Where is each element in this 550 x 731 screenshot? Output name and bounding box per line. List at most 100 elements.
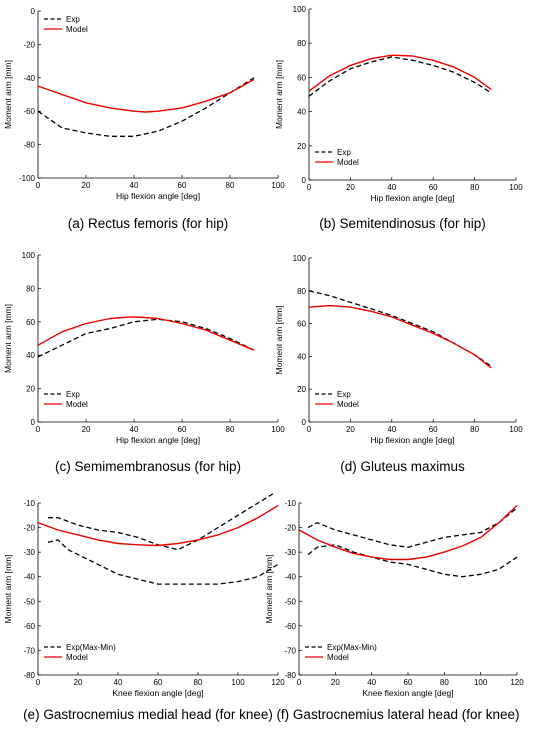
x-tick-label: 100 [231,678,245,687]
y-tick-label: -70 [23,646,35,655]
x-tick-label: 120 [510,678,524,687]
y-axis-title: Moment arm [mm] [3,304,13,373]
y-tick-label: 0 [31,7,36,16]
x-tick-label: 100 [474,678,488,687]
exp-series-line [308,290,492,367]
y-tick-label: -50 [23,597,35,606]
legend-label: Exp [337,390,351,399]
x-tick-label: 40 [367,678,376,687]
exp-series-line [307,544,518,578]
y-tick-label: 80 [26,284,35,293]
x-tick-label: 100 [271,425,285,434]
x-tick-label: 80 [470,425,479,434]
y-tick-label: -70 [284,646,296,655]
y-tick-label: 60 [26,318,35,327]
chart-panel-3: 0 20 40 60 80 100 0 20 40 60 80 100 Hip flexion angl… [274,254,523,474]
y-tick-label: 20 [297,142,306,151]
panel-caption: (d) Gluteus maximus [340,459,465,474]
model-series-line [37,504,279,547]
y-axis-title: Moment arm [mm] [274,60,284,129]
x-tick-label: 40 [114,678,123,687]
chart-panel-5: 0 20 40 60 80 100 120-80-70-60-50-40-30-20-10K… [264,499,524,722]
model-series-line [37,316,255,351]
y-tick-label: 60 [297,73,306,82]
model-series-line [37,78,255,113]
legend-label: Exp(Max-Min) [327,643,377,652]
y-tick-label: 0 [302,418,307,427]
model-series-line [298,504,518,561]
x-tick-label: 40 [130,181,139,190]
exp-series-line [48,492,275,551]
legend-label: Exp [66,15,80,24]
exp-series-line [47,539,279,585]
y-tick-label: -60 [23,622,35,631]
y-tick-label: -40 [23,573,35,582]
x-tick-label: 80 [470,183,479,192]
x-tick-label: 40 [130,425,139,434]
y-tick-label: 100 [293,5,307,14]
exp-series-line [37,77,255,137]
x-tick-label: 80 [194,678,203,687]
y-tick-label: -50 [284,597,296,606]
x-tick-label: 0 [36,678,41,687]
x-axis-title: Hip flexion angle [deg] [370,435,454,445]
y-tick-label: 80 [297,287,306,296]
chart-panel-4: 0 20 40 60 80 100 120 -80 -70 -60 -50 -40 -30 -20 -10 K… [3,492,285,722]
exp-series-line [37,318,255,358]
y-tick-label: -20 [284,524,296,533]
x-tick-label: 100 [509,425,523,434]
chart-panel-0: 0 20 40 60 80 100 -100 -80 -60 -40 -20 0 Hip flexion… [3,7,285,231]
y-tick-label: -80 [23,141,35,150]
x-axis-title: Hip flexion angle [deg] [116,191,200,201]
model-series-line [308,54,492,92]
y-axis-title: Moment arm [mm] [264,555,274,624]
y-tick-label: -80 [23,671,35,680]
y-tick-label: -40 [23,74,35,83]
y-tick-label: -10 [284,499,296,508]
x-tick-label: 80 [226,425,235,434]
y-tick-label: -60 [23,107,35,116]
x-tick-label: 60 [178,181,187,190]
x-tick-label: 60 [178,425,187,434]
panel-caption: (a) Rectus femoris (for hip) [68,216,229,231]
legend-label: Model [66,653,88,662]
legend-label: Model [337,158,359,167]
y-tick-label: -60 [284,622,296,631]
y-axis-title: Moment arm [mm] [274,306,284,375]
x-tick-label: 60 [429,425,438,434]
y-tick-label: 100 [22,251,36,260]
y-tick-label: 40 [26,351,35,360]
x-tick-label: 0 [307,183,312,192]
x-tick-label: 0 [297,678,302,687]
legend-label: Model [66,400,88,409]
x-axis-title: Hip flexion angle [deg] [370,193,454,203]
y-tick-label: -20 [23,524,35,533]
chart-panel-1: 0 20 40 60 80 100 0 20 40 60 80 100 Hip flexion angl… [274,5,523,231]
y-tick-label: 0 [302,176,307,185]
x-tick-label: 20 [74,678,83,687]
x-tick-label: 60 [154,678,163,687]
exp-series-line [307,507,518,548]
x-tick-label: 60 [404,678,413,687]
legend-label: Exp [66,390,80,399]
y-tick-label: -100 [19,174,36,183]
x-tick-label: 60 [429,183,438,192]
x-tick-label: 40 [387,183,396,192]
x-tick-label: 100 [509,183,523,192]
x-tick-label: 0 [36,181,41,190]
y-tick-label: 60 [297,320,306,329]
y-tick-label: -80 [284,671,296,680]
panel-caption: (f) Gastrocnemius lateral head (for knee… [276,707,519,722]
legend-label: Model [327,653,349,662]
x-tick-label: 100 [271,181,285,190]
x-tick-label: 20 [82,181,91,190]
y-tick-label: 20 [297,385,306,394]
y-tick-label: -20 [23,40,35,49]
y-tick-label: 0 [31,418,36,427]
x-tick-label: 0 [307,425,312,434]
x-tick-label: 20 [346,425,355,434]
x-tick-label: 40 [387,425,396,434]
y-tick-label: -30 [23,548,35,557]
x-tick-label: 80 [226,181,235,190]
